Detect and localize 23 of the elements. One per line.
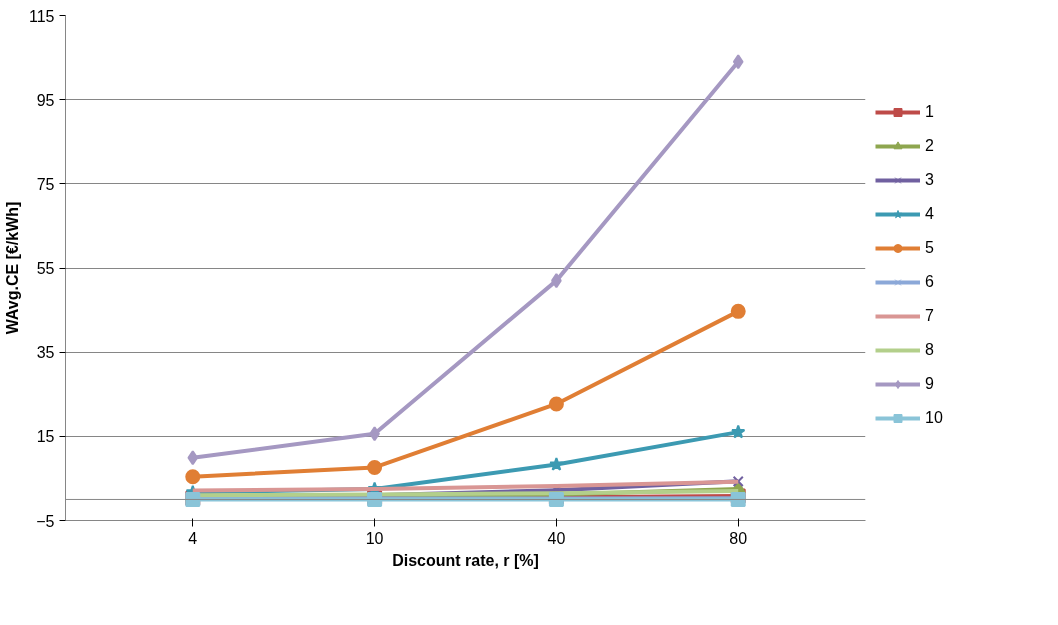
y-tick-label: 115	[28, 7, 55, 25]
y-tick-label: 95	[36, 91, 55, 109]
y-tick-label: 15	[36, 428, 55, 446]
x-tick-label: 40	[547, 529, 566, 547]
legend-label: 2	[925, 136, 935, 155]
y-tick-label: 75	[36, 175, 55, 193]
y-tick-label: 35	[36, 344, 55, 362]
legend-label: 8	[925, 340, 935, 359]
x-axis-title: Discount rate, r [%]	[392, 551, 539, 569]
x-tick-label: 4	[188, 529, 198, 547]
legend-label: 3	[925, 170, 935, 189]
legend-label: 6	[925, 272, 935, 291]
legend-label: 10	[925, 408, 944, 427]
legend-label: 4	[925, 204, 935, 223]
legend-label: 1	[925, 102, 935, 121]
y-tick-label: −5	[36, 512, 55, 530]
legend-label: 9	[925, 374, 935, 393]
legend-label: 5	[925, 238, 935, 257]
x-tick-label: 80	[729, 529, 748, 547]
y-tick-label: 55	[36, 260, 55, 277]
legend-label: 7	[925, 306, 935, 325]
y-axis-title: WAvg.CE [€/kWh]	[3, 201, 21, 335]
x-tick-label: 10	[365, 529, 384, 547]
